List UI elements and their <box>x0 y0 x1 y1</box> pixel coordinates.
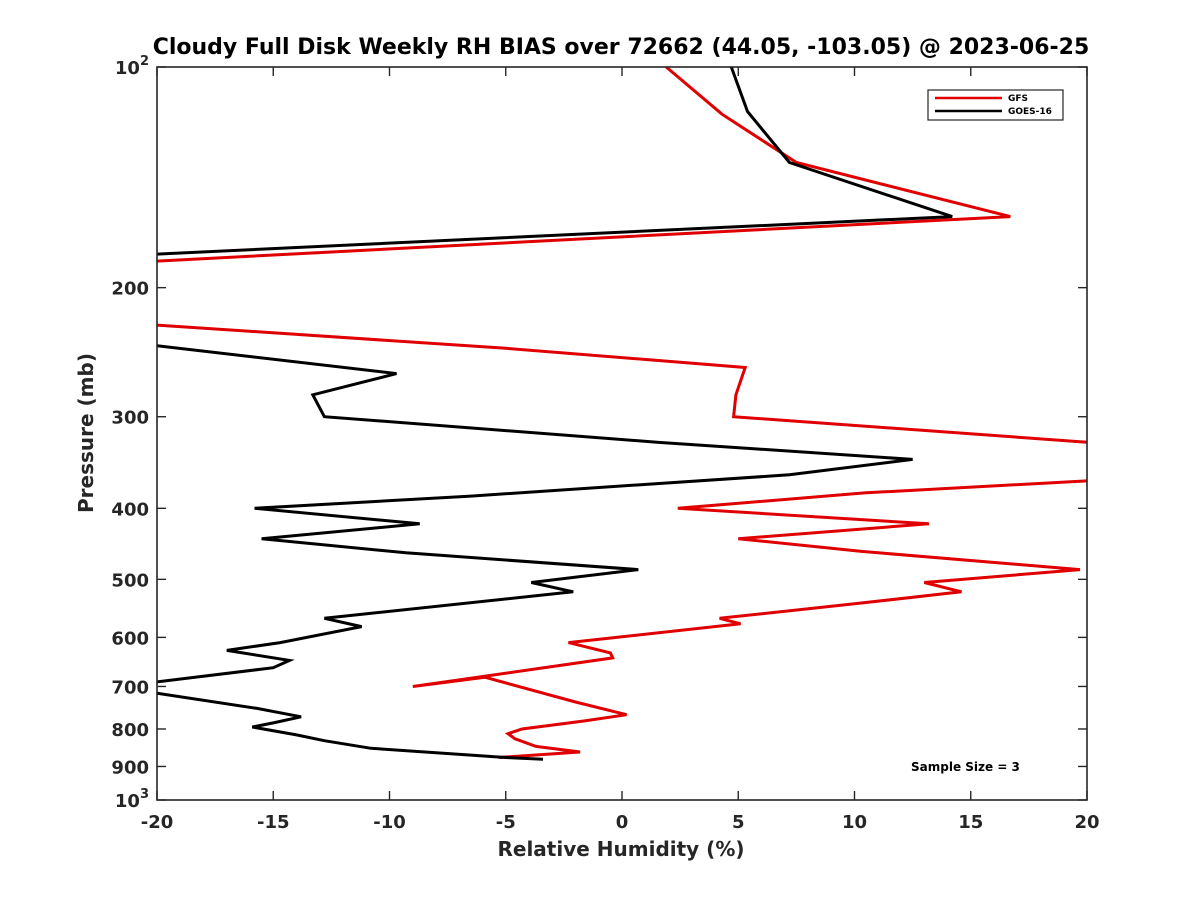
y-tick-label: 800 <box>111 720 149 741</box>
series-line-goes16-1 <box>157 67 953 256</box>
y-axis-label: Pressure (mb) <box>74 353 98 513</box>
x-tick-label: 20 <box>1074 812 1099 833</box>
y-axis-ticks: 102 200 300 400 500 600 700 800 900 103 <box>111 54 1087 812</box>
sample-size-annotation: Sample Size = 3 <box>911 760 1020 774</box>
series-layer <box>157 67 1087 761</box>
y-tick-label: 500 <box>111 570 149 591</box>
chart-title: Cloudy Full Disk Weekly RH BIAS over 726… <box>153 35 1090 60</box>
x-axis-ticks: -20 -15 -10 -5 0 5 10 15 20 <box>141 67 1100 833</box>
y-tick-label: 103 <box>115 787 149 812</box>
y-tick-label: 700 <box>111 677 149 698</box>
legend: GFS GOES-16 <box>927 89 1064 121</box>
x-tick-label: -10 <box>373 812 406 833</box>
legend-box <box>927 89 1064 121</box>
y-tick-label: 900 <box>111 757 149 778</box>
series-line-gfs-1 <box>157 67 1011 263</box>
x-tick-label: -20 <box>141 812 174 833</box>
legend-label-goes16: GOES-16 <box>1008 107 1052 117</box>
x-axis-label: Relative Humidity (%) <box>497 837 744 861</box>
x-tick-label: 5 <box>732 812 745 833</box>
y-tick-label: 300 <box>111 408 149 429</box>
series-line-gfs-3 <box>412 479 1087 759</box>
series-line-gfs-2 <box>157 323 1087 444</box>
series-line-goes16-2 <box>157 344 913 684</box>
y-tick-label: 400 <box>111 499 149 520</box>
y-tick-label: 200 <box>111 279 149 300</box>
legend-label-gfs: GFS <box>1008 94 1028 104</box>
y-tick-label: 102 <box>115 54 149 79</box>
y-tick-label: 600 <box>111 628 149 649</box>
series-line-goes16-3 <box>157 691 544 761</box>
x-tick-label: 0 <box>616 812 629 833</box>
x-tick-label: -5 <box>496 812 516 833</box>
x-tick-label: 15 <box>958 812 983 833</box>
x-tick-label: -15 <box>257 812 290 833</box>
x-tick-label: 10 <box>842 812 867 833</box>
